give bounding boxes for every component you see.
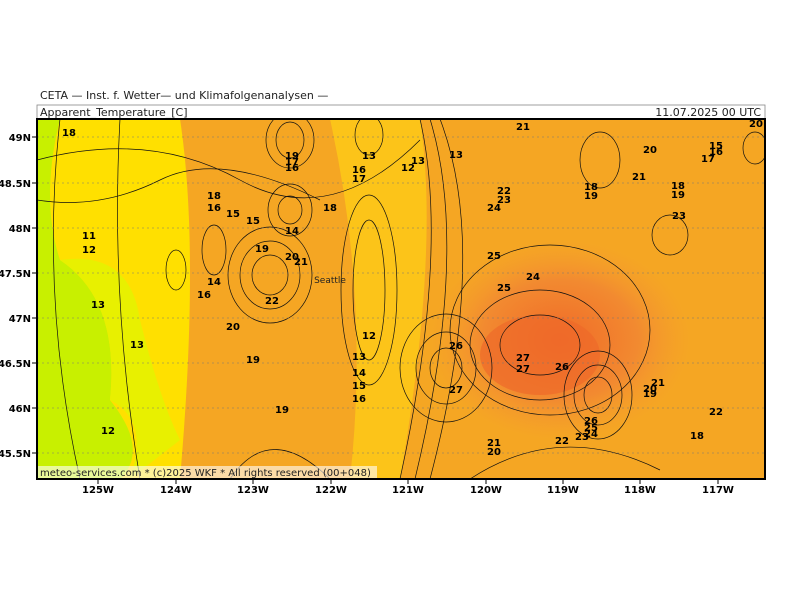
contour-label: 16 [352,165,366,176]
contour-label: 16 [285,163,299,174]
contour-label: 13 [352,352,366,363]
lon-label: 119W [547,485,579,496]
contour-label: 19 [671,190,685,201]
contour-label: 27 [449,385,463,396]
contour-label: 20 [487,447,501,458]
contour-label: 27 [516,364,530,375]
contour-label: 13 [362,151,376,162]
field: meteo-services.com * (c)2025 WKF * All r… [37,119,765,479]
contour-label: 18 [690,431,704,442]
contour-label: 24 [526,272,540,283]
contour-label: 20 [643,145,657,156]
place-label: Seattle [314,276,346,286]
contour-label: 20 [643,384,657,395]
contour-label: 20 [285,252,299,263]
lat-label: 46.5N [0,359,31,370]
contour-label: 12 [362,331,376,342]
contour-label: 14 [352,368,366,379]
contour-label: 17 [352,174,366,185]
header-title: CETA — Inst. f. Wetter— und Klimafolgena… [40,89,328,102]
lat-label: 47.5N [0,269,31,280]
contour-label: 13 [91,300,105,311]
contour-label: 24 [584,429,598,440]
lat-label: 49N [9,133,31,144]
contour-label: 13 [449,150,463,161]
contour-label: 18 [207,191,221,202]
contour-label: 25 [497,283,511,294]
contour-label: 19 [246,355,260,366]
contour-label: 13 [411,156,425,167]
contour-label: 18 [62,128,76,139]
contour-label: 14 [207,277,221,288]
contour-label: 22 [265,296,279,307]
contour-label: 22 [709,407,723,418]
contour-label: 21 [632,172,646,183]
contour-label: 24 [487,203,501,214]
contour-label: 23 [575,432,589,443]
contour-label: 20 [226,322,240,333]
lon-label: 117W [702,485,734,496]
contour-label: 18 [584,182,598,193]
contour-label: 14 [285,226,299,237]
lat-label: 45.5N [0,449,31,460]
contour-label: 19 [275,405,289,416]
contour-label: 22 [555,436,569,447]
contour-label: 15 [709,141,723,152]
contour-label: 19 [643,389,657,400]
contour-label: 21 [516,122,530,133]
lon-label: 120W [470,485,502,496]
contour-label: 16 [197,290,211,301]
contour-label: 16 [207,203,221,214]
contour-label: 27 [516,353,530,364]
contour-label: 26 [555,362,569,373]
contour-label: 13 [130,340,144,351]
contour-label: 25 [584,423,598,434]
contour-label: 21 [294,257,308,268]
contour-label: 12 [101,426,115,437]
contour-label: 18 [323,203,337,214]
valid-time: 11.07.2025 00 UTC [655,106,761,119]
lat-label: 47N [9,314,31,325]
contour-label: 19 [285,151,299,162]
contour-label: 17 [285,157,299,168]
lat-label: 48.5N [0,179,31,190]
lon-label: 121W [392,485,424,496]
contour-label: 17 [701,154,715,165]
map-frame [36,118,766,480]
lon-label: 124W [160,485,192,496]
contour-label: 15 [226,209,240,220]
lat-label: 46N [9,404,31,415]
contour-label: 19 [584,191,598,202]
footer: meteo-services.com * (c)2025 WKF * All r… [40,468,371,479]
grid [37,136,765,454]
lat-label: 48N [9,224,31,235]
contour-label: 12 [401,163,415,174]
contour-label: 11 [82,231,96,242]
contour-label: 25 [487,251,501,262]
contour-label: 15 [246,216,260,227]
lon-label: 125W [82,485,114,496]
contour-label: 26 [449,341,463,352]
lon-label: 123W [237,485,269,496]
lon-label: 118W [624,485,656,496]
contour-label: 16 [352,394,366,405]
contour-label: 20 [749,119,763,130]
contour-label: 26 [584,416,598,427]
contour-label: 21 [487,438,501,449]
contour-label: 12 [82,245,96,256]
contour-label: 23 [497,195,511,206]
contour-label: 22 [497,186,511,197]
contour-label: 16 [709,147,723,158]
lon-label: 122W [315,485,347,496]
contour-label: 23 [672,211,686,222]
contour-label: 15 [352,381,366,392]
contour-label: 18 [671,181,685,192]
field-name: Apparent_Temperature_[C] [40,106,188,119]
contour-label: 19 [255,244,269,255]
axis-ticks: 125W 124W 123W 122W 121W 120W 119W 118W 117W 49N 4… [0,133,734,496]
contour-label: 21 [651,378,665,389]
